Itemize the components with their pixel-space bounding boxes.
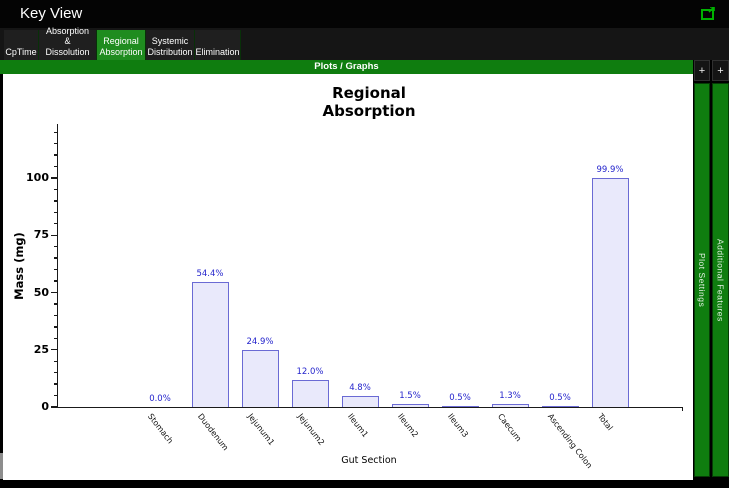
tab-absorption-dissolution[interactable]: Absorption & Dissolution	[39, 26, 97, 60]
bar-Duodenum	[191, 282, 229, 407]
plot-settings-label: Plot Settings	[697, 252, 707, 308]
x-tick-label: Stomach	[145, 412, 175, 446]
y-tick-label: 75	[33, 228, 49, 242]
y-minor-tick	[53, 223, 57, 225]
y-minor-tick	[53, 142, 57, 145]
bar-Caecum	[491, 404, 529, 407]
y-major-tick	[51, 349, 57, 351]
x-tick-label: Ileum1	[345, 412, 370, 440]
chart-title: Regional Absorption	[322, 84, 416, 120]
x-tick-label: Jejunum1	[245, 412, 277, 448]
y-minor-tick	[53, 257, 57, 259]
y-minor-tick	[53, 337, 57, 339]
scrollbar-remnant	[0, 453, 3, 479]
open-in-new-icon[interactable]	[701, 6, 716, 20]
y-tick-label: 50	[33, 285, 49, 299]
plots-graphs-header[interactable]: Plots / Graphs	[0, 60, 693, 74]
x-tick-label: Total	[595, 412, 615, 433]
y-minor-tick	[53, 394, 57, 397]
bar-Total	[591, 178, 629, 407]
y-major-tick	[51, 234, 57, 236]
bar-Jejunum2	[291, 379, 329, 407]
window-title: Key View	[20, 5, 83, 22]
y-minor-tick	[53, 211, 57, 214]
bar-Ascending Colon	[541, 405, 579, 407]
x-axis-line	[57, 407, 683, 409]
chart-area: Regional Absorption Mass (mg) Gut Sectio…	[3, 74, 693, 480]
y-minor-tick	[53, 268, 57, 271]
bar-value-label: 24.9%	[246, 336, 274, 347]
x-tick-label: Jejunum2	[295, 412, 327, 448]
add-plot-settings-button[interactable]: +	[694, 60, 710, 81]
additional-features-label: Additional Features	[715, 238, 726, 322]
bar-value-label: 4.8%	[349, 383, 371, 393]
bar-Ileum1	[341, 396, 379, 407]
x-tick-label: Caecum	[495, 412, 524, 444]
y-minor-tick	[53, 371, 57, 374]
y-minor-tick	[53, 314, 57, 317]
y-minor-tick	[53, 383, 57, 385]
bar-Ileum3	[441, 405, 479, 407]
y-minor-tick	[53, 326, 57, 328]
y-tick-label: 0	[41, 400, 49, 413]
bar-value-label: 12.0%	[296, 366, 324, 377]
y-minor-tick	[53, 303, 57, 305]
titlebar: Key View	[0, 0, 729, 28]
y-tick-label: 25	[33, 342, 49, 356]
x-tick-label: Ileum2	[395, 412, 420, 440]
y-minor-tick	[53, 280, 57, 282]
tab-regional-absorption[interactable]: Regional Absorption	[97, 30, 146, 60]
additional-features-panel-tab[interactable]: Additional Features	[712, 83, 729, 477]
bar-value-label: 0.5%	[549, 392, 571, 403]
tab-elimination[interactable]: Elimination	[195, 30, 241, 60]
bar-value-label: 1.3%	[499, 391, 521, 402]
y-tick-label: 100	[26, 171, 49, 184]
y-minor-tick	[53, 360, 57, 362]
bar-value-label: 99.9%	[596, 165, 624, 176]
y-minor-tick	[53, 165, 57, 168]
bar-Ileum2	[391, 403, 429, 407]
bar-Jejunum1	[241, 349, 279, 407]
tab-bar: CpTime Absorption & Dissolution Regional…	[0, 26, 729, 60]
add-additional-features-button[interactable]: +	[712, 60, 729, 81]
x-axis-end-tick	[681, 407, 683, 411]
y-minor-tick	[53, 188, 57, 191]
x-tick-label: Duodenum	[195, 412, 231, 453]
y-major-tick	[51, 291, 57, 294]
tab-systemic-distribution[interactable]: Systemic Distribution	[146, 30, 195, 60]
y-minor-tick	[53, 154, 57, 156]
plot-settings-panel-tab[interactable]: Plot Settings	[694, 83, 710, 477]
x-tick-label: Ileum3	[445, 412, 470, 440]
bar-value-label: 1.5%	[399, 390, 421, 401]
bar-value-label: 54.4%	[196, 269, 224, 280]
y-minor-tick	[53, 131, 57, 133]
y-major-tick	[51, 177, 57, 179]
y-major-tick	[51, 406, 57, 408]
y-minor-tick	[53, 200, 57, 202]
tab-cptime[interactable]: CpTime	[4, 30, 39, 60]
x-axis-label: Gut Section	[341, 455, 397, 466]
bar-value-label: 0.0%	[149, 394, 171, 404]
y-axis-line	[57, 124, 59, 407]
bar-value-label: 0.5%	[449, 392, 471, 403]
y-minor-tick	[53, 246, 57, 248]
